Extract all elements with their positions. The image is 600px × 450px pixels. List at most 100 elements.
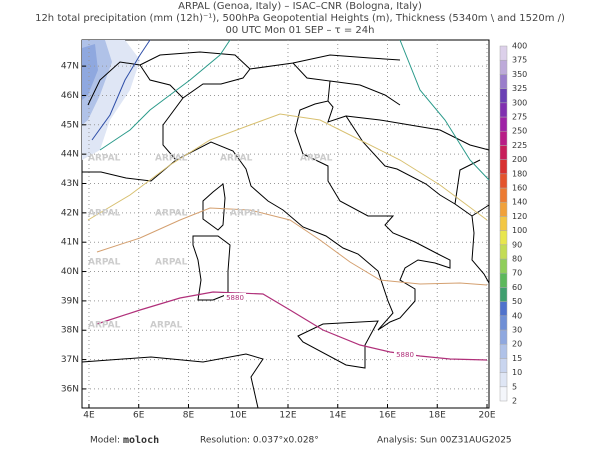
colorbar-label: 120 xyxy=(512,212,527,221)
colorbar-swatch xyxy=(499,59,508,75)
colorbar-swatch xyxy=(499,329,508,345)
lon-tick-label: 10E xyxy=(230,411,247,421)
lat-tick-label: 39N xyxy=(61,296,79,306)
title: ARPAL (Genoa, Italy) – ISAC–CNR (Bologna… xyxy=(178,1,422,12)
watermark: ARPAL xyxy=(155,154,188,164)
colorbar-label: 40 xyxy=(512,311,522,320)
colorbar-label: 180 xyxy=(512,169,527,178)
coastline xyxy=(81,353,264,409)
height-contour xyxy=(91,39,151,141)
watermark: ARPAL xyxy=(88,258,121,268)
colorbar-swatch xyxy=(499,216,508,231)
lat-tick-label: 43N xyxy=(61,179,79,189)
colorbar-swatch xyxy=(499,116,508,132)
lat-tick-label: 38N xyxy=(61,326,79,336)
colorbar-label: 50 xyxy=(512,297,522,306)
footer-model-label: Model: xyxy=(90,436,120,446)
contour-label-bg xyxy=(224,293,246,303)
colorbar-label: 200 xyxy=(512,155,527,164)
lon-tick-label: 18E xyxy=(429,411,446,421)
colorbar-swatch xyxy=(499,230,508,246)
colorbar-label: 400 xyxy=(512,42,527,51)
coastline xyxy=(297,320,379,369)
lat-tick-label: 46N xyxy=(61,91,79,101)
colorbar-label: 250 xyxy=(512,127,527,136)
colorbar-label: 325 xyxy=(512,84,527,93)
colorbar-swatch xyxy=(499,386,508,402)
precip-area xyxy=(82,44,98,100)
colorbar-label: 100 xyxy=(512,226,527,235)
colorbar-label: 2 xyxy=(512,397,517,406)
watermark: ARPAL xyxy=(88,321,121,331)
colorbar-swatch xyxy=(499,201,508,217)
map-frame xyxy=(81,39,490,409)
colorbar-swatch xyxy=(499,315,508,331)
colorbar: 2 5 10 15 20 30 40 50 60 70 80 90 100 120 140 160 180 200… xyxy=(499,42,527,406)
lon-tick-label: 4E xyxy=(83,411,95,421)
colorbar-label: 140 xyxy=(512,198,527,207)
colorbar-swatch xyxy=(499,358,508,373)
lon-tick-label: 8E xyxy=(183,411,195,421)
lon-tick-label: 16E xyxy=(379,411,396,421)
footer-analysis: Analysis: Sun 00Z31AUG2025 xyxy=(377,436,512,446)
watermark: ARPAL xyxy=(88,154,121,164)
colorbar-swatch xyxy=(499,187,508,203)
colorbar-label: 30 xyxy=(512,326,522,335)
lat-tick-label: 37N xyxy=(61,355,79,365)
watermark: ARPAL xyxy=(155,258,188,268)
title: 00 UTC Mon 01 SEP – τ = 24h xyxy=(226,25,375,36)
colorbar-swatch xyxy=(499,45,508,61)
colorbar-label: 20 xyxy=(512,340,522,349)
colorbar-label: 80 xyxy=(512,255,522,264)
height-contour xyxy=(96,291,488,361)
colorbar-swatch xyxy=(499,258,508,274)
footer-resolution: Resolution: 0.037°x0.028° xyxy=(200,436,319,446)
watermark: ARPAL xyxy=(150,321,183,331)
colorbar-label: 275 xyxy=(512,113,527,122)
colorbar-swatch xyxy=(499,88,508,104)
colorbar-label: 5 xyxy=(512,382,517,391)
colorbar-label: 60 xyxy=(512,283,522,292)
thickness-contour xyxy=(99,39,490,181)
colorbar-label: 90 xyxy=(512,240,522,249)
colorbar-label: 160 xyxy=(512,184,527,193)
colorbar-swatch xyxy=(499,272,508,288)
watermark: ARPAL xyxy=(88,209,121,219)
lat-tick-label: 47N xyxy=(61,62,79,72)
contour-label-bg xyxy=(394,350,416,360)
map-area: 5880 5880 ARPAL ARPAL ARPAL ARPAL ARPAL ARPAL… xyxy=(81,39,490,409)
colorbar-label: 70 xyxy=(512,269,522,278)
border xyxy=(87,51,490,217)
colorbar-label: 350 xyxy=(512,70,527,79)
title: 12h total precipitation (mm (12h)⁻¹), 50… xyxy=(35,13,565,24)
lat-tick-label: 36N xyxy=(61,384,79,394)
lat-tick-label: 41N xyxy=(61,238,79,248)
colorbar-swatch xyxy=(499,372,508,388)
colorbar-swatch xyxy=(499,159,508,175)
height-contour xyxy=(96,207,488,286)
watermark: ARPAL xyxy=(300,154,333,164)
colorbar-label: 10 xyxy=(512,368,522,377)
coastline xyxy=(192,235,231,301)
watermark: ARPAL xyxy=(155,209,188,219)
footer-model: moloch xyxy=(123,435,159,446)
colorbar-swatch xyxy=(499,102,508,118)
colorbar-label: 15 xyxy=(512,354,522,363)
watermark: ARPAL xyxy=(230,209,263,219)
colorbar-label: 375 xyxy=(512,56,527,65)
colorbar-swatch xyxy=(499,145,508,160)
lon-tick-label: 14E xyxy=(329,411,346,421)
coastline xyxy=(202,183,226,231)
lat-tick-label: 45N xyxy=(61,120,79,130)
colorbar-swatch xyxy=(499,301,508,317)
colorbar-swatch xyxy=(499,287,508,302)
lon-tick-label: 20E xyxy=(478,411,495,421)
colorbar-label: 300 xyxy=(512,98,527,107)
lat-tick-label: 44N xyxy=(61,150,79,160)
colorbar-swatch xyxy=(499,343,508,359)
colorbar-swatch xyxy=(499,74,508,89)
contour-label: 5880 xyxy=(396,351,414,359)
thickness-contour xyxy=(87,113,488,221)
lat-tick-label: 40N xyxy=(61,267,79,277)
